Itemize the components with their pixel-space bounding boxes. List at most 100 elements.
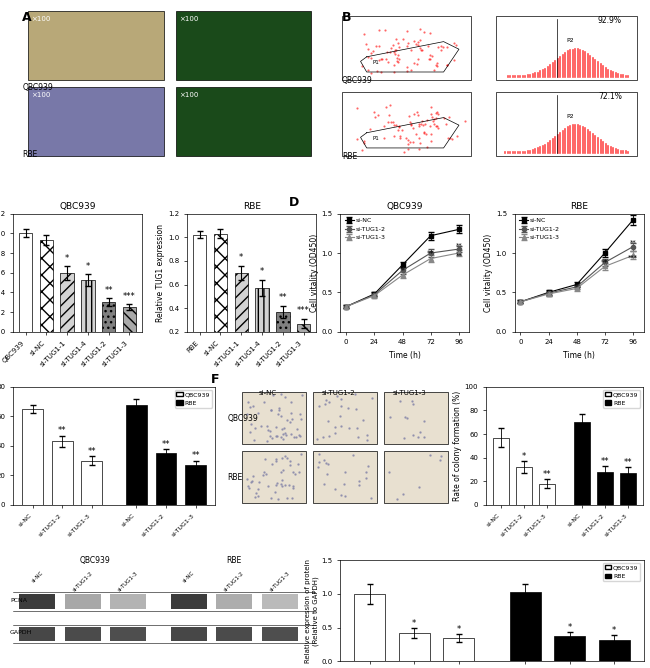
Point: [402, 138, 413, 149]
Point: [295, 430, 306, 441]
Y-axis label: Cell vitality (OD450): Cell vitality (OD450): [309, 234, 318, 312]
Text: **: **: [601, 259, 608, 269]
Text: si-NC: si-NC: [259, 390, 277, 396]
Point: [402, 61, 412, 72]
Point: [289, 432, 299, 442]
Text: P1: P1: [373, 60, 380, 65]
Point: [278, 434, 288, 445]
Text: PCNA: PCNA: [10, 598, 27, 603]
Point: [359, 138, 369, 149]
Point: [254, 476, 265, 487]
Point: [419, 119, 430, 130]
Point: [363, 43, 373, 54]
Point: [362, 435, 372, 446]
Point: [352, 422, 362, 433]
Point: [413, 37, 423, 47]
Point: [368, 46, 378, 57]
Point: [252, 490, 263, 501]
Point: [442, 60, 452, 71]
Point: [245, 427, 255, 438]
Point: [389, 131, 399, 142]
Point: [266, 493, 276, 504]
Title: RBE: RBE: [570, 202, 588, 212]
Point: [406, 65, 417, 75]
Point: [408, 430, 419, 440]
Text: QBC939: QBC939: [342, 75, 373, 85]
Point: [444, 112, 454, 123]
Point: [244, 402, 255, 413]
Text: A: A: [22, 11, 32, 24]
Point: [248, 471, 258, 482]
Point: [422, 41, 433, 51]
Point: [324, 396, 334, 407]
Point: [266, 405, 276, 415]
Point: [285, 407, 296, 418]
Point: [287, 483, 298, 494]
Point: [449, 37, 460, 48]
Point: [412, 59, 423, 69]
Text: si-TUG1-3: si-TUG1-3: [117, 570, 139, 593]
Point: [276, 389, 286, 400]
Point: [411, 129, 421, 140]
Point: [441, 118, 452, 129]
Bar: [261, 595, 298, 609]
Point: [402, 66, 412, 77]
Point: [320, 394, 331, 405]
Point: [312, 434, 322, 445]
Point: [314, 400, 324, 411]
Point: [389, 120, 399, 130]
Bar: [398, 633, 430, 661]
Bar: [64, 627, 101, 641]
Bar: [496, 16, 638, 79]
Point: [336, 490, 346, 500]
Title: RBE: RBE: [242, 202, 261, 212]
Point: [266, 458, 277, 469]
Point: [395, 131, 406, 142]
Point: [320, 399, 331, 409]
Point: [448, 55, 459, 65]
Point: [395, 132, 406, 143]
Point: [372, 65, 383, 76]
Point: [294, 430, 304, 440]
Point: [436, 45, 446, 55]
Point: [351, 403, 361, 414]
Text: *: *: [260, 267, 264, 277]
Point: [353, 432, 363, 442]
Point: [384, 100, 395, 110]
Point: [280, 450, 291, 461]
Bar: [540, 484, 555, 505]
Point: [381, 102, 391, 112]
Point: [415, 24, 425, 35]
Text: *: *: [65, 254, 70, 263]
Text: si-NC: si-NC: [182, 570, 196, 584]
Legend: si-NC, si-TUG1-2, si-TUG1-3: si-NC, si-TUG1-2, si-TUG1-3: [343, 217, 387, 242]
Point: [295, 448, 306, 459]
Point: [419, 128, 430, 138]
Point: [411, 106, 422, 117]
Point: [363, 52, 373, 63]
Bar: [354, 594, 385, 661]
Title: QBC939: QBC939: [59, 202, 96, 212]
Point: [248, 401, 258, 411]
Point: [386, 116, 396, 127]
Point: [415, 427, 425, 438]
Point: [367, 393, 378, 403]
Point: [369, 107, 379, 118]
Point: [278, 428, 289, 439]
Point: [398, 146, 409, 157]
Point: [241, 474, 252, 484]
Point: [391, 120, 401, 130]
Point: [408, 136, 419, 147]
Point: [379, 121, 389, 132]
Bar: [19, 595, 55, 609]
Bar: [510, 593, 541, 661]
Point: [274, 405, 284, 415]
Point: [403, 38, 413, 49]
Point: [419, 27, 430, 37]
Point: [336, 401, 346, 411]
Bar: [496, 92, 638, 156]
Point: [366, 47, 376, 58]
Point: [322, 469, 332, 480]
Point: [424, 49, 435, 60]
Point: [359, 29, 370, 39]
